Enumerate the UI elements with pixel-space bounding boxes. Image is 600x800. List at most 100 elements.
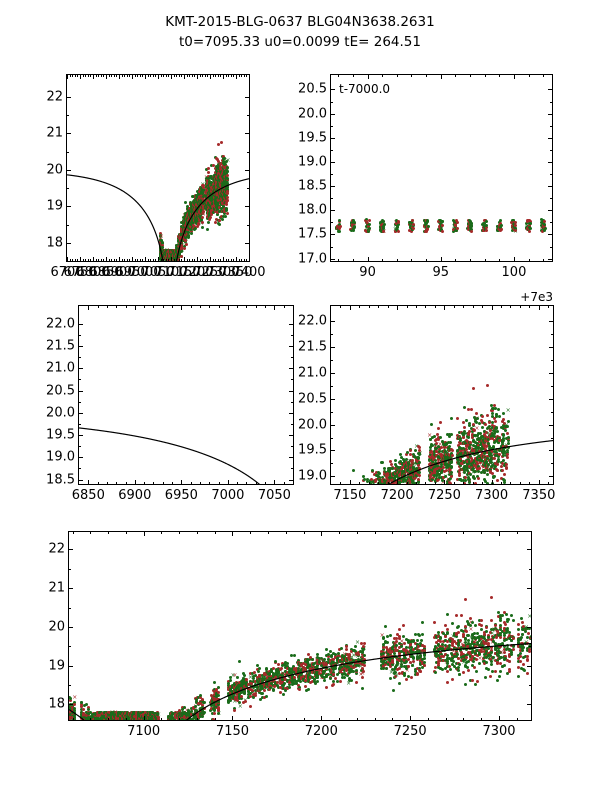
x-axis-minor-tick [90,259,92,261]
x-axis-minor-tick [150,75,152,77]
x-axis-minor-tick [440,259,442,261]
x-axis-minor-tick [207,75,209,77]
y-axis-minor-tick [67,224,69,226]
x-axis-minor-tick [137,259,139,261]
x-axis-minor-tick [191,259,193,261]
y-axis-tick [331,258,335,260]
x-axis-minor-tick [160,75,162,77]
x-axis-minor-tick [209,306,211,308]
y-axis-tick [548,210,552,212]
y-axis-minor-tick [67,151,69,153]
x-axis-minor-tick [87,75,89,77]
x-axis-minor-tick [411,75,413,77]
x-axis-tick [249,257,250,261]
y-axis-tick [331,89,335,91]
y-axis-minor-tick [247,224,249,226]
x-axis-minor-tick [93,75,94,77]
y-axis-minor-tick [79,423,81,425]
x-axis-minor-tick [338,259,340,261]
y-axis-tick [289,479,293,481]
x-axis-minor-tick [212,259,214,261]
x-axis-minor-tick [95,259,97,261]
x-axis-minor-tick [144,306,146,308]
y-axis-tick [548,186,552,188]
x-axis-minor-tick [80,259,81,261]
x-axis-tick-label: 90 [359,265,376,280]
x-axis-minor-tick [82,75,84,77]
x-axis-minor-tick [155,75,157,77]
y-axis-tick [289,390,293,392]
x-axis-minor-tick [243,75,245,77]
x-axis-minor-tick [168,259,170,261]
y-axis-tick-label: 21.5 [46,338,75,354]
x-axis-minor-tick [202,75,204,77]
x-axis-minor-tick [124,75,126,77]
x-axis-minor-tick [113,259,115,261]
x-axis-minor-tick [160,259,162,261]
x-axis-minor-tick [204,75,206,77]
y-axis-minor-tick [550,246,552,248]
x-axis-minor-tick [171,75,172,77]
x-axis-minor-tick [111,259,113,261]
x-axis-minor-tick [121,75,123,77]
panel-plot-area: ××××××××××××××××××××××××××××××××××××××××… [331,306,553,484]
x-axis-minor-tick [69,259,71,261]
y-axis-minor-tick [67,188,69,190]
model-curve [79,427,261,484]
x-axis-minor-tick [246,482,248,484]
x-axis-minor-tick [184,259,185,261]
y-axis-minor-tick [331,174,333,176]
x-axis-minor-tick [145,259,146,261]
x-axis-minor-tick [72,75,74,77]
data-point-marker-dot [158,257,162,261]
x-axis-minor-tick [126,259,128,261]
y-axis-tick-label: 22 [46,89,63,105]
y-axis-tick [79,346,83,348]
x-axis-minor-tick [72,259,74,261]
x-axis-minor-tick [470,75,472,77]
x-axis-minor-tick [134,75,136,77]
y-axis-tick [79,435,83,437]
x-axis-minor-tick [116,482,118,484]
x-axis-minor-tick [121,259,123,261]
y-axis-minor-tick [550,149,552,151]
x-axis-minor-tick [513,259,515,261]
y-axis-minor-tick [550,222,552,224]
y-axis-tick-label: 20.0 [298,106,327,122]
x-axis-minor-tick [199,482,201,484]
x-axis-minor-tick [113,75,115,77]
y-axis-tick [289,457,293,459]
x-axis-minor-tick [543,259,545,261]
x-axis-minor-tick [223,75,224,77]
y-axis-minor-tick [291,423,293,425]
data-point-marker-dot [158,237,162,241]
x-axis-minor-tick [134,259,136,261]
x-axis-minor-tick [176,75,178,77]
y-axis-tick-label: 17.0 [298,251,327,267]
x-axis-minor-tick [499,75,501,77]
x-axis-minor-tick [181,75,183,77]
y-axis-tick [67,242,71,244]
y-axis-tick [289,412,293,414]
data-point-marker-x: × [158,233,164,241]
x-axis-minor-tick [237,306,239,308]
x-axis-tick-label: 7400 [232,265,266,280]
x-axis-minor-tick [265,306,267,308]
y-axis-tick-label: 19.5 [298,130,327,146]
y-axis-tick [289,368,293,370]
panel-peak-detail: ×××××××××××××××××××××××× t-7000.0 17.017… [298,74,553,280]
x-axis-minor-tick [455,259,457,261]
x-axis-minor-tick [108,75,110,77]
x-axis-minor-tick [171,259,172,261]
y-axis-tick [67,169,71,171]
x-axis-minor-tick [237,482,239,484]
x-axis-minor-tick [129,75,131,77]
y-axis-minor-tick [331,222,333,224]
x-axis-minor-tick [455,75,457,77]
x-axis-minor-tick [220,259,222,261]
x-axis-minor-tick [158,75,159,77]
x-axis-minor-tick [338,75,340,77]
y-axis-tick [245,169,249,171]
x-axis-minor-tick [111,75,113,77]
y-axis-minor-tick [79,401,81,403]
